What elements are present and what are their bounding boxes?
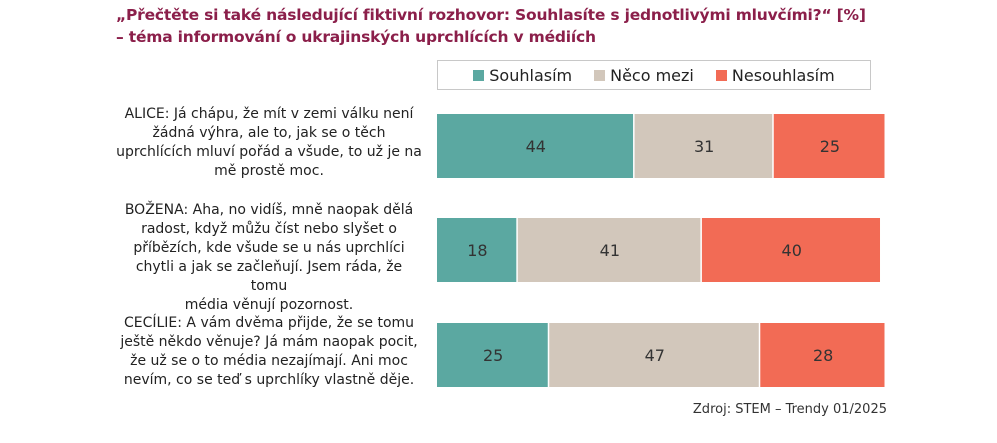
bar-cecilie-agree [437, 323, 548, 387]
category-label-line: CECÍLIE: A vám dvěma přijde, že se tomu [123, 315, 415, 331]
legend-swatch-agree [473, 69, 485, 81]
category-label-line: mě prostě moc. [214, 163, 324, 179]
bar-cecilie-disagree [760, 323, 885, 387]
category-label-line: žádná výhra, ale to, jak se o těch [152, 125, 386, 141]
bar-alice-agree [437, 114, 634, 178]
bar-bozena-disagree [701, 218, 881, 282]
category-label-line: ještě někdo věnuje? Já mám naopak pocit, [120, 334, 418, 350]
legend-item-neutral: Něco mezi [594, 66, 694, 85]
bar-alice-disagree [773, 114, 885, 178]
category-label-cecilie: CECÍLIE: A vám dvěma přijde, že se tomu … [116, 314, 422, 390]
chart-title-line2: – téma informování o ukrajinských uprchl… [116, 28, 596, 46]
legend-label-neutral: Něco mezi [610, 65, 694, 85]
legend-swatch-neutral [594, 69, 606, 81]
category-label-line: BOŽENA: Aha, no vidíš, mně naopak dělá [124, 202, 414, 218]
chart-title-line1: „Přečtěte si také následující fiktivní r… [116, 6, 866, 24]
category-label-alice: ALICE: Já chápu, že mít v zemi válku nen… [116, 105, 422, 181]
legend-label-disagree: Nesouhlasím [731, 65, 835, 85]
category-label-line: média věnují pozornost. [184, 297, 354, 313]
data-label-cecilie-disagree: 28 [813, 346, 833, 365]
chart-title: „Přečtěte si také následující fiktivní r… [116, 4, 986, 48]
legend-label-agree: Souhlasím [489, 65, 573, 85]
category-label-line: nevím, co se teď s uprchlíky vlastně děj… [123, 372, 415, 388]
bar-cecilie-neutral [549, 323, 759, 387]
data-label-bozena-agree: 18 [467, 241, 487, 260]
category-label-line: ALICE: Já chápu, že mít v zemi válku nen… [124, 106, 414, 122]
legend-item-agree: Souhlasím [473, 66, 572, 85]
source-note: Zdroj: STEM – Trendy 01/2025 [692, 402, 887, 417]
legend-item-disagree: Nesouhlasím [715, 65, 835, 85]
data-label-bozena-neutral: 41 [600, 241, 620, 260]
category-label-line: že už se o to média nezajímají. Ani moc [130, 353, 408, 369]
legend: Souhlasím Něco mezi Nesouhlasím [437, 60, 871, 90]
data-label-alice-agree: 44 [526, 137, 546, 156]
legend-swatch-disagree [715, 69, 727, 81]
bar-alice-neutral [634, 114, 773, 178]
category-label-line: příbězích, kde všude se u nás uprchlíci [133, 240, 405, 256]
category-label-bozena: BOŽENA: Aha, no vidíš, mně naopak dělá r… [116, 201, 422, 315]
data-label-alice-neutral: 31 [694, 137, 714, 156]
category-label-line: uprchlících mluví pořád a všude, to už j… [116, 144, 422, 160]
bar-bozena-agree [437, 218, 517, 282]
data-label-alice-disagree: 25 [820, 137, 840, 156]
bar-bozena-neutral [517, 218, 701, 282]
category-label-line: radost, když můžu číst nebo slyšet o [141, 221, 397, 237]
category-label-line: chytli a jak se začleňují. Jsem ráda, že… [135, 259, 403, 294]
data-label-bozena-disagree: 40 [782, 241, 802, 260]
data-label-cecilie-neutral: 47 [645, 346, 665, 365]
data-label-cecilie-agree: 25 [483, 346, 503, 365]
